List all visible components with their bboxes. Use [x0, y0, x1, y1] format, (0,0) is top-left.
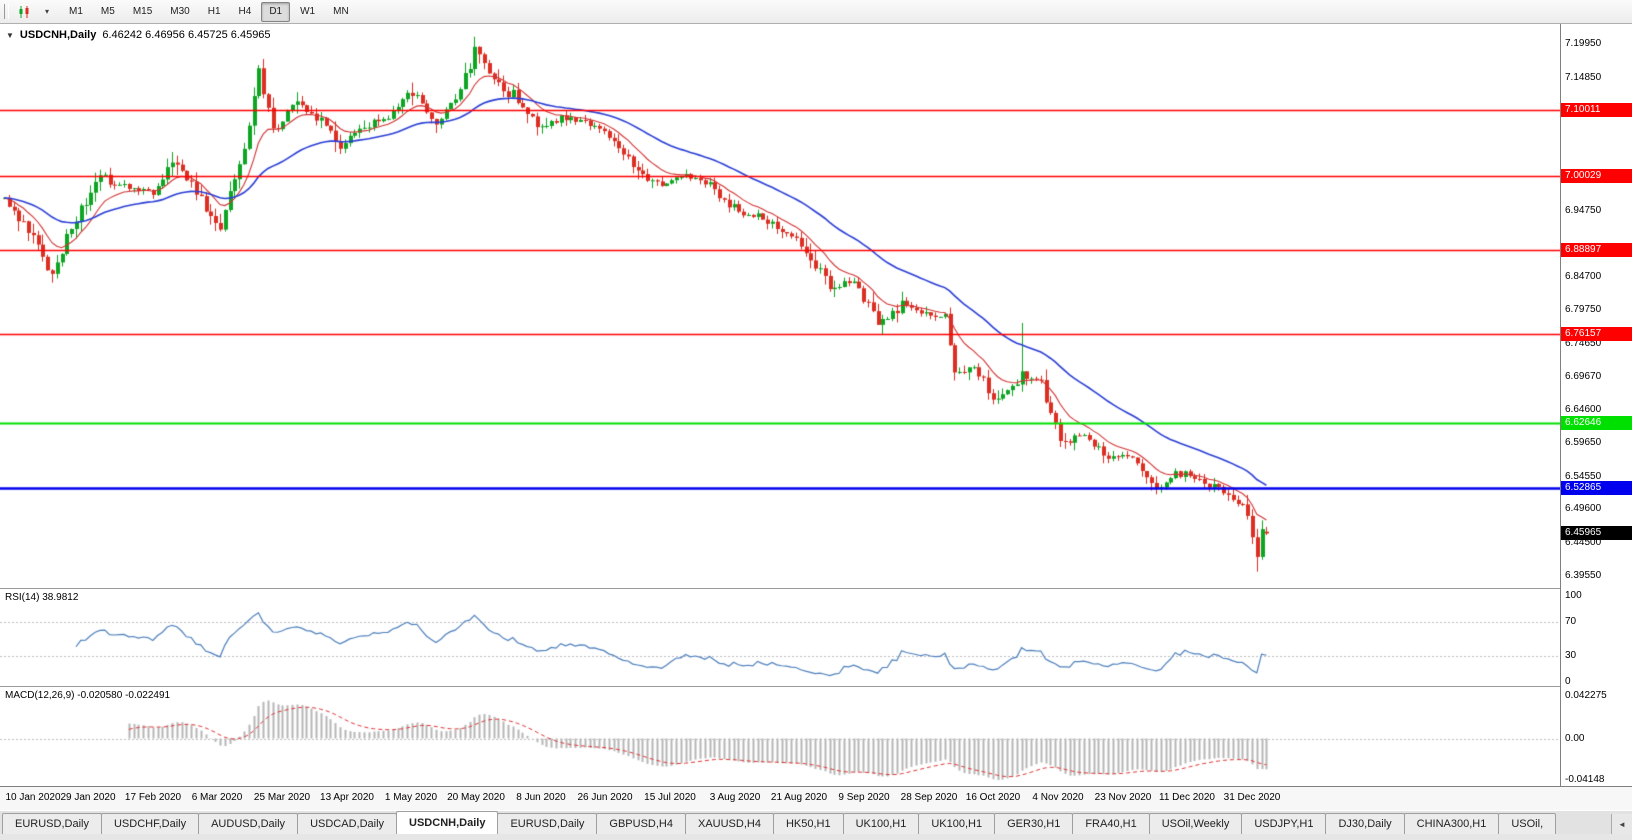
date-axis-label: 4 Nov 2020: [1032, 792, 1084, 803]
date-axis-label: 11 Dec 2020: [1159, 792, 1215, 803]
timeframe-button[interactable]: M30: [162, 2, 197, 22]
date-axis-label: 17 Feb 2020: [124, 792, 182, 803]
chart-tabs-bar: EURUSD,Daily USDCHF,Daily AUDUSD,Daily U…: [0, 810, 1632, 834]
chart-tab[interactable]: XAUUSD,H4: [684, 813, 774, 834]
price-chart-canvas[interactable]: [0, 24, 1560, 786]
date-axis-label: 21 Aug 2020: [770, 792, 828, 803]
date-axis-label: 26 Jun 2020: [577, 792, 633, 803]
price-axis-tick: 6.94750: [1565, 205, 1602, 216]
timeframe-button[interactable]: M15: [125, 2, 160, 22]
price-axis-tick: 6.39550: [1565, 570, 1602, 581]
price-axis-tick: 6.64600: [1565, 404, 1602, 415]
price-level-badge[interactable]: 6.62646: [1561, 416, 1632, 430]
date-axis-label: 3 Aug 2020: [709, 792, 761, 803]
chart-tab[interactable]: USDCAD,Daily: [297, 813, 398, 834]
timeframe-button[interactable]: H4: [231, 2, 260, 22]
date-axis-label: 23 Nov 2020: [1094, 792, 1152, 803]
candlestick-glyph: [19, 5, 29, 18]
date-axis-label: 8 Jun 2020: [516, 792, 566, 803]
chart-ohlc-values: 6.46242 6.46956 6.45725 6.45965: [102, 29, 271, 41]
date-axis-label: 31 Dec 2020: [1223, 792, 1281, 803]
date-axis-label: 10 Jan 2020: [5, 792, 61, 803]
timeframe-button[interactable]: H1: [200, 2, 229, 22]
date-axis-label: 13 Apr 2020: [320, 792, 374, 803]
rsi-indicator-label: RSI(14) 38.9812: [5, 592, 79, 603]
current-price-badge: 6.45965: [1561, 526, 1632, 540]
macd-indicator-label: MACD(12,26,9) -0.020580 -0.022491: [5, 690, 171, 701]
price-axis-tick: 6.74650: [1565, 338, 1602, 349]
date-axis-label: 16 Oct 2020: [965, 792, 1021, 803]
rsi-axis-tick: 100: [1565, 590, 1582, 601]
chart-tab[interactable]: GER30,H1: [994, 813, 1074, 834]
price-level-badge[interactable]: 7.00029: [1561, 169, 1632, 183]
chart-tab[interactable]: CHINA300,H1: [1403, 813, 1500, 834]
price-axis-tick: 6.54550: [1565, 471, 1602, 482]
price-level-badge[interactable]: 7.10011: [1561, 103, 1632, 117]
timeframe-button[interactable]: D1: [261, 1, 291, 22]
timeframe-button[interactable]: W1: [292, 2, 323, 22]
rsi-axis-tick: 30: [1565, 650, 1577, 661]
timeframe-button[interactable]: MN: [325, 2, 357, 22]
chart-tab[interactable]: UK100,H1: [842, 813, 920, 834]
price-axis-tick: 7.14850: [1565, 72, 1602, 83]
price-axis-tick: 6.49600: [1565, 503, 1602, 514]
toolbar-grip-icon[interactable]: [4, 4, 9, 19]
date-axis-label: 9 Sep 2020: [838, 792, 890, 803]
price-axis-tick: 6.44500: [1565, 537, 1602, 548]
macd-panel-separator[interactable]: [0, 686, 1632, 687]
date-axis-label: 25 Mar 2020: [253, 792, 311, 803]
macd-axis-tick: -0.04148: [1565, 774, 1605, 785]
chart-tab[interactable]: USDCNH,Daily: [396, 811, 499, 834]
chart-tab[interactable]: EURUSD,Daily: [2, 813, 102, 834]
date-axis-label: 20 May 2020: [447, 792, 505, 803]
chart-tab[interactable]: USDCHF,Daily: [100, 813, 200, 834]
chart-tab[interactable]: FRA40,H1: [1072, 813, 1150, 834]
date-axis-label: 1 May 2020: [384, 792, 438, 803]
macd-axis-tick: 0.00: [1565, 733, 1585, 744]
date-axis-label: 15 Jul 2020: [644, 792, 696, 803]
chart-tabs: EURUSD,Daily USDCHF,Daily AUDUSD,Daily U…: [0, 811, 1611, 834]
price-level-badge[interactable]: 6.88897: [1561, 243, 1632, 257]
chart-tab[interactable]: AUDUSD,Daily: [198, 813, 299, 834]
timeframe-buttons: M1 M5 M15 M30 H1 H4 D1 W1 MN: [60, 1, 358, 22]
chart-tab[interactable]: USDJPY,H1: [1241, 813, 1327, 834]
price-level-badge[interactable]: 6.76157: [1561, 327, 1632, 341]
date-axis-label: 29 Jan 2020: [60, 792, 116, 803]
tab-scroll-left-button[interactable]: ◄: [1611, 814, 1632, 834]
chart-tab[interactable]: EURUSD,Daily: [497, 813, 598, 834]
price-axis-tick: 6.59650: [1565, 437, 1602, 448]
chart-area: ▼ USDCNH,Daily 6.46242 6.46956 6.45725 6…: [0, 24, 1632, 786]
chart-tab[interactable]: UK100,H1: [918, 813, 996, 834]
date-axis-label: 28 Sep 2020: [900, 792, 958, 803]
collapse-caret-icon[interactable]: ▼: [6, 30, 14, 40]
macd-axis-tick: 0.042275: [1565, 690, 1607, 701]
chart-tab[interactable]: USOil,Weekly: [1148, 813, 1243, 834]
timeframe-button[interactable]: M5: [93, 2, 123, 22]
price-axis-tick: 6.69670: [1565, 371, 1602, 382]
chart-tab[interactable]: GBPUSD,H4: [596, 813, 686, 834]
timeframe-button[interactable]: M1: [61, 2, 91, 22]
rsi-axis-tick: 0: [1565, 676, 1571, 687]
price-axis[interactable]: 7.19950 7.14850 6.94750 6.84700 6.79750 6.746…: [1560, 24, 1632, 786]
chart-title: ▼ USDCNH,Daily 6.46242 6.46956 6.45725 6…: [6, 29, 271, 41]
price-axis-tick: 6.79750: [1565, 304, 1602, 315]
chart-symbol-label: USDCNH,Daily: [19, 29, 97, 41]
chart-tab[interactable]: DJ30,Daily: [1325, 813, 1405, 834]
rsi-panel-separator[interactable]: [0, 588, 1632, 589]
date-axis[interactable]: 10 Jan 2020 29 Jan 2020 17 Feb 2020 6 Mar 2…: [0, 786, 1632, 810]
date-axis-label: 6 Mar 2020: [191, 792, 243, 803]
dropdown-arrow-icon[interactable]: ▾: [44, 7, 49, 16]
candlestick-chart-icon[interactable]: [14, 3, 34, 21]
chart-tab[interactable]: USOil,: [1498, 813, 1557, 834]
timeframe-toolbar: ▾ M1 M5 M15 M30 H1 H4 D1 W1 MN: [0, 0, 1632, 24]
price-axis-tick: 6.84700: [1565, 271, 1602, 282]
bottom-strip: [0, 834, 1632, 840]
price-axis-tick: 7.19950: [1565, 38, 1602, 49]
chart-tab[interactable]: HK50,H1: [772, 813, 844, 834]
price-level-badge[interactable]: 6.52865: [1561, 481, 1632, 495]
rsi-axis-tick: 70: [1565, 616, 1577, 627]
